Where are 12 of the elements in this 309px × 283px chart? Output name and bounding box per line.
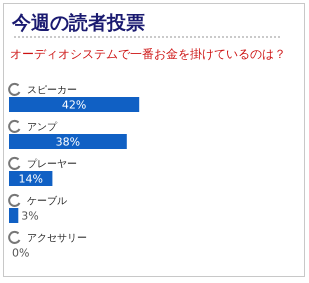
subtitle: オーディオシステムで一番お金を掛けているのは？ [10, 47, 286, 61]
value-label: 3% [21, 210, 39, 222]
category-label: スピーカー [27, 85, 77, 96]
category-label: アンプ [27, 122, 57, 133]
value-label: 14% [18, 172, 43, 186]
value-label: 0% [12, 246, 30, 260]
category-label: ケーブル [27, 196, 67, 207]
category-label: プレーヤー [27, 159, 77, 170]
value-label: 42% [62, 98, 86, 112]
value-label: 38% [56, 136, 80, 148]
title: 今週の読者投票 [12, 12, 145, 34]
category-label: アクセサリー [27, 233, 87, 244]
